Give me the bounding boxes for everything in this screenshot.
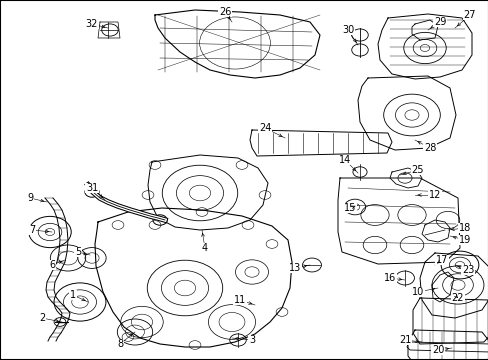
Text: 19: 19 bbox=[458, 235, 470, 245]
Text: 31: 31 bbox=[86, 183, 98, 193]
Text: 10: 10 bbox=[411, 287, 423, 297]
Text: 8: 8 bbox=[117, 339, 123, 349]
Text: 7: 7 bbox=[29, 225, 35, 235]
Text: 14: 14 bbox=[338, 155, 350, 165]
Text: 32: 32 bbox=[85, 19, 98, 29]
Text: 30: 30 bbox=[341, 25, 353, 35]
Text: 29: 29 bbox=[433, 17, 445, 27]
Text: 9: 9 bbox=[27, 193, 33, 203]
Text: 18: 18 bbox=[458, 223, 470, 233]
Text: 12: 12 bbox=[428, 190, 440, 200]
Text: 5: 5 bbox=[75, 247, 81, 257]
Text: 15: 15 bbox=[343, 203, 355, 213]
Text: 28: 28 bbox=[423, 143, 435, 153]
Text: 21: 21 bbox=[398, 335, 410, 345]
Text: 23: 23 bbox=[461, 265, 473, 275]
Text: 22: 22 bbox=[451, 293, 463, 303]
Text: 4: 4 bbox=[202, 243, 207, 253]
Text: 25: 25 bbox=[411, 165, 424, 175]
Text: 2: 2 bbox=[39, 313, 45, 323]
Text: 13: 13 bbox=[288, 263, 301, 273]
Text: 17: 17 bbox=[435, 255, 447, 265]
Text: 20: 20 bbox=[431, 345, 443, 355]
Text: 11: 11 bbox=[233, 295, 245, 305]
Text: 27: 27 bbox=[463, 10, 475, 20]
Text: 24: 24 bbox=[258, 123, 271, 133]
Text: 1: 1 bbox=[70, 290, 76, 300]
Text: 16: 16 bbox=[383, 273, 395, 283]
Text: 3: 3 bbox=[248, 335, 255, 345]
Text: 6: 6 bbox=[49, 260, 55, 270]
Text: 26: 26 bbox=[218, 7, 231, 17]
